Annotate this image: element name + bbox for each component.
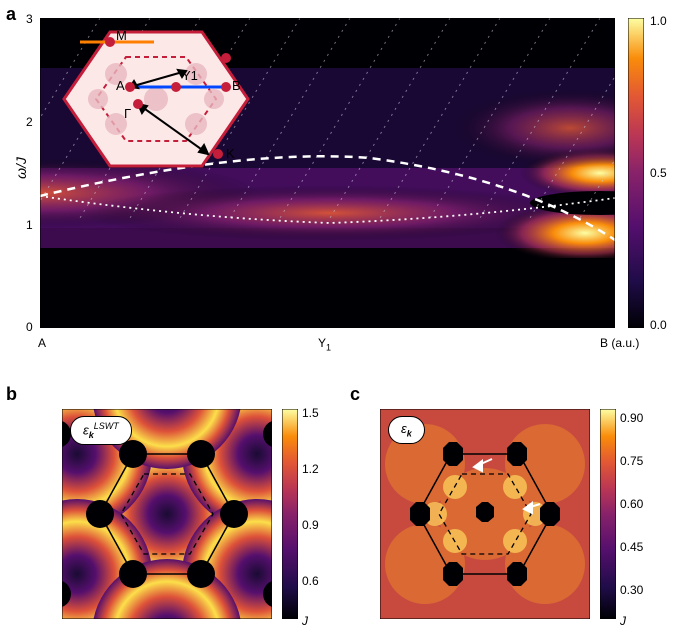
inset-point-M: M — [116, 28, 127, 43]
panel-c-cbtick-0: 0.30 — [620, 583, 643, 597]
panel-b-cbtick-0: 0.6 — [302, 574, 319, 588]
panel-c-cbtick-1: 0.45 — [620, 540, 643, 554]
panel-c-label: c — [350, 384, 360, 405]
inset-point-Gamma: Γ — [124, 106, 131, 121]
panel-a-plot: M K' Y1 A B Γ K — [40, 18, 615, 328]
panel-c-formula: εk — [388, 416, 425, 444]
panel-a-label: a — [6, 4, 16, 25]
panel-a-cbtick-top: 1.0 — [650, 14, 667, 28]
panel-c-colorbar — [600, 409, 616, 619]
panel-c-cbtick-2: 0.60 — [620, 497, 643, 511]
inset-point-K: K — [226, 146, 235, 161]
panel-b-label: b — [6, 384, 17, 405]
panel-b-unit: J — [302, 614, 308, 628]
panel-a-colorbar — [628, 18, 644, 328]
inset-point-Y1: Y1 — [182, 68, 198, 83]
panel-a-xlabel-Y1: Y1 — [318, 336, 331, 352]
panel-a-ytick-0: 0 — [26, 320, 33, 334]
panel-b-colorbar — [282, 409, 298, 619]
inset-point-B: B — [232, 78, 241, 93]
panel-a-ytick-1: 1 — [26, 218, 33, 232]
panel-c-cbtick-4: 0.90 — [620, 411, 643, 425]
inset-point-A: A — [116, 78, 125, 93]
panel-b-cbtick-3: 1.5 — [302, 406, 319, 420]
panel-a-ylabel: ω/J — [13, 157, 29, 179]
panel-c-cbtick-3: 0.75 — [620, 454, 643, 468]
panel-c-unit: J — [620, 614, 626, 628]
panel-b-cbtick-1: 0.9 — [302, 518, 319, 532]
panel-b-cbtick-2: 1.2 — [302, 462, 319, 476]
panel-b-formula: εkLSWT — [70, 416, 132, 445]
panel-a-xlabel-B: B (a.u.) — [600, 336, 639, 350]
panel-a-cbtick-mid: 0.5 — [650, 166, 667, 180]
panel-a-cbtick-bot: 0.0 — [650, 318, 667, 332]
inset-point-Kp: K' — [232, 48, 243, 63]
panel-a-ytick-3: 3 — [26, 12, 33, 26]
panel-a-xlabel-A: A — [38, 336, 46, 350]
panel-a-inset: M K' Y1 A B Γ K — [58, 24, 254, 174]
panel-a-ytick-2: 2 — [26, 115, 33, 129]
